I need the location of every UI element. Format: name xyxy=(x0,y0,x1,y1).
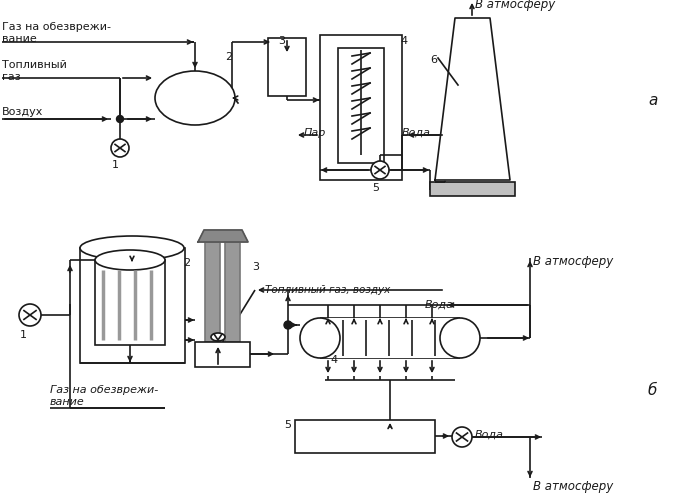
Text: Топливный: Топливный xyxy=(2,60,67,70)
Text: Вода: Вода xyxy=(425,300,454,310)
Bar xyxy=(80,248,185,363)
Text: Воздух: Воздух xyxy=(2,107,43,117)
Text: В атмосферу: В атмосферу xyxy=(533,480,613,493)
Circle shape xyxy=(452,427,472,447)
Text: 3: 3 xyxy=(278,36,285,46)
Polygon shape xyxy=(198,230,248,242)
Ellipse shape xyxy=(155,71,235,125)
Circle shape xyxy=(116,116,123,123)
Polygon shape xyxy=(435,18,510,180)
Text: 1: 1 xyxy=(112,160,119,170)
Text: 6: 6 xyxy=(455,428,462,438)
Ellipse shape xyxy=(300,318,340,358)
Text: 3: 3 xyxy=(252,262,259,272)
Text: вание: вание xyxy=(50,397,85,407)
Text: 6: 6 xyxy=(430,55,437,65)
Text: Газ на обезврежи-: Газ на обезврежи- xyxy=(50,385,158,395)
Text: Газ на обезврежи-: Газ на обезврежи- xyxy=(2,22,111,32)
Text: 4: 4 xyxy=(400,36,407,46)
Ellipse shape xyxy=(80,236,184,260)
Text: Топливный газ, воздух: Топливный газ, воздух xyxy=(265,285,390,295)
Bar xyxy=(195,342,250,367)
Bar xyxy=(205,242,220,342)
Ellipse shape xyxy=(440,318,480,358)
Text: вание: вание xyxy=(2,34,37,44)
Bar xyxy=(95,260,165,345)
Bar xyxy=(320,318,460,358)
Bar xyxy=(268,38,306,96)
Circle shape xyxy=(111,139,129,157)
Ellipse shape xyxy=(211,333,225,341)
Text: 5: 5 xyxy=(372,183,379,193)
Text: а: а xyxy=(648,93,657,108)
Text: 2: 2 xyxy=(183,258,190,268)
Circle shape xyxy=(19,304,41,326)
Text: 1: 1 xyxy=(20,330,27,340)
Circle shape xyxy=(371,161,389,179)
Text: В атмосферу: В атмосферу xyxy=(533,255,613,268)
Text: Пар: Пар xyxy=(304,128,327,138)
Bar xyxy=(320,35,402,180)
Ellipse shape xyxy=(95,250,165,270)
Bar xyxy=(295,420,435,453)
Text: 5: 5 xyxy=(284,420,291,430)
Text: Вода: Вода xyxy=(475,430,504,440)
Text: Вода: Вода xyxy=(402,128,431,138)
Text: 2: 2 xyxy=(225,52,232,62)
Text: 4: 4 xyxy=(330,355,337,365)
Text: газ: газ xyxy=(2,72,21,82)
Circle shape xyxy=(284,321,292,329)
Bar xyxy=(225,242,240,342)
Bar xyxy=(338,48,384,163)
Bar xyxy=(430,182,515,196)
Text: б: б xyxy=(648,382,657,397)
Text: В атмосферу: В атмосферу xyxy=(475,0,555,11)
